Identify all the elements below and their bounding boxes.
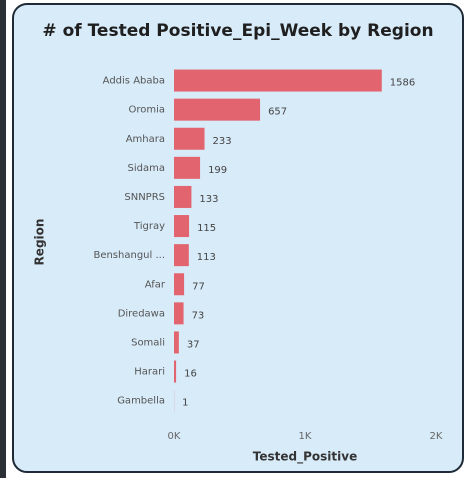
bar xyxy=(174,361,176,383)
bar xyxy=(174,215,189,237)
y-tick-label: Gambella xyxy=(117,396,165,407)
x-tick-label: 0K xyxy=(168,431,181,442)
x-tick-label: 1K xyxy=(299,431,312,442)
bar xyxy=(174,99,260,121)
value-label: 1586 xyxy=(390,78,415,89)
bar xyxy=(174,157,200,179)
value-label: 37 xyxy=(187,339,200,350)
value-label: 233 xyxy=(213,136,232,147)
value-label: 16 xyxy=(184,369,197,380)
value-label: 113 xyxy=(197,252,216,263)
y-tick-label: SNNPRS xyxy=(124,192,165,203)
y-tick-label: Somali xyxy=(131,337,165,348)
bar xyxy=(174,244,189,266)
y-tick-label: Harari xyxy=(134,367,165,378)
y-tick-label: Amhara xyxy=(126,134,165,145)
y-axis-label: Region xyxy=(33,219,47,266)
y-tick-label: Sidama xyxy=(128,163,165,174)
bar xyxy=(174,302,184,324)
y-tick-label: Afar xyxy=(145,279,166,290)
bar xyxy=(174,70,382,92)
x-tick-label: 2K xyxy=(430,431,443,442)
left-edge xyxy=(0,0,6,478)
bar xyxy=(174,331,179,353)
x-axis-label: Tested_Positive xyxy=(253,450,357,465)
bar xyxy=(174,186,191,208)
value-label: 115 xyxy=(197,223,216,234)
value-label: 77 xyxy=(192,281,205,292)
y-tick-label: Benshangul ... xyxy=(93,250,165,261)
chart-title: # of Tested Positive_Epi_Week by Region xyxy=(42,21,433,41)
y-tick-label: Oromia xyxy=(128,105,165,116)
y-tick-label: Diredawa xyxy=(118,308,165,319)
bar xyxy=(174,273,184,295)
value-label: 657 xyxy=(268,107,287,118)
value-label: 1 xyxy=(182,398,188,409)
bar xyxy=(174,128,205,150)
value-label: 73 xyxy=(192,310,205,321)
value-label: 133 xyxy=(199,194,218,205)
y-tick-label: Addis Ababa xyxy=(103,76,165,87)
value-label: 199 xyxy=(208,165,227,176)
y-tick-label: Tigray xyxy=(133,221,165,232)
